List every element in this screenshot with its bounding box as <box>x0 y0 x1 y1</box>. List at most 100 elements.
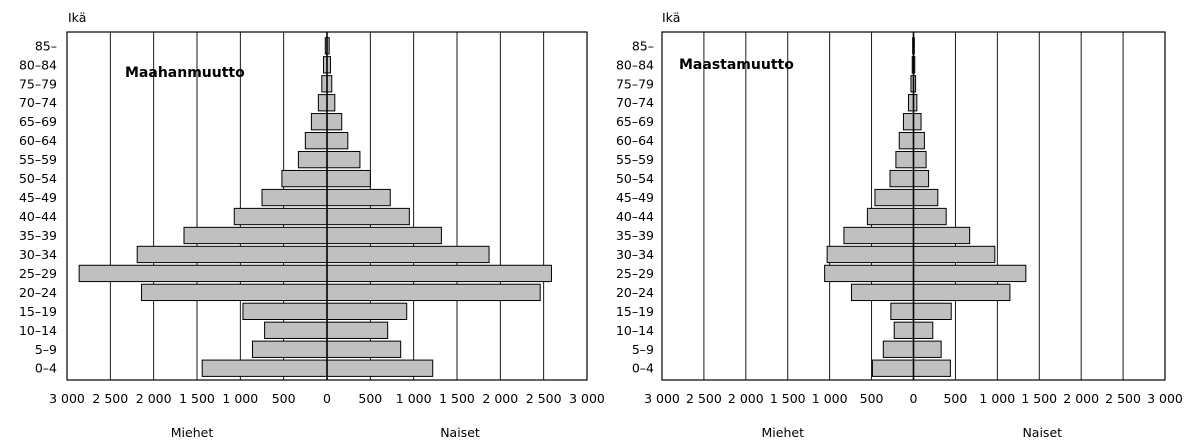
bar-naiset-5–9 <box>326 340 402 358</box>
y-axis-title: Ikä <box>68 10 86 25</box>
age-tick-label: 10–14 <box>616 323 654 338</box>
age-tick-label: 60–64 <box>616 133 654 148</box>
bar-miehet-5–9 <box>882 340 915 358</box>
age-tick-label: 45–49 <box>616 190 654 205</box>
x-tick-label: 2 000 <box>482 391 518 406</box>
x-tick-label: 3 000 <box>49 391 85 406</box>
bar-miehet-65–69 <box>902 113 915 131</box>
bar-naiset-10–14 <box>326 321 389 339</box>
bar-miehet-60–64 <box>898 132 915 150</box>
age-tick-label: 65–69 <box>19 114 57 129</box>
bar-miehet-15–19 <box>890 302 914 321</box>
age-tick-label: 35–39 <box>19 228 57 243</box>
bar-naiset-60–64 <box>326 132 349 150</box>
x-tick-label: 3 000 <box>569 391 605 406</box>
age-tick-label: 10–14 <box>19 323 57 338</box>
age-tick-label: 80–84 <box>616 57 654 72</box>
bar-miehet-45–49 <box>261 188 328 207</box>
x-tick-label: 2 500 <box>686 391 722 406</box>
age-tick-label: 80–84 <box>19 57 57 72</box>
age-tick-label: 60–64 <box>19 133 57 148</box>
bar-naiset-25–29 <box>326 264 552 283</box>
bar-miehet-70–74 <box>317 94 328 112</box>
bar-naiset-50–54 <box>326 169 371 188</box>
x-tick-label: 3 000 <box>644 391 680 406</box>
x-tick-label: 2 000 <box>728 391 764 406</box>
age-tick-label: 85– <box>35 38 57 53</box>
bar-naiset-25–29 <box>913 264 1027 283</box>
x-label-miehet: Miehet <box>762 425 805 440</box>
age-tick-label: 5–9 <box>632 342 654 357</box>
x-tick-label: 2 000 <box>136 391 172 406</box>
bar-naiset-10–14 <box>913 321 934 339</box>
bar-miehet-40–44 <box>866 207 914 226</box>
age-tick-label: 50–54 <box>19 171 57 186</box>
bar-miehet-30–34 <box>826 245 915 264</box>
x-label-naiset: Naiset <box>1022 425 1062 440</box>
x-label-miehet: Miehet <box>171 425 214 440</box>
bar-naiset-15–19 <box>913 302 952 321</box>
bar-naiset-45–49 <box>326 188 391 207</box>
x-tick-label: 1 000 <box>812 391 848 406</box>
age-tick-label: 20–24 <box>19 285 57 300</box>
age-tick-label: 15–19 <box>19 304 57 319</box>
bar-miehet-65–69 <box>310 113 328 131</box>
bar-miehet-50–54 <box>281 169 328 188</box>
age-tick-label: 55–59 <box>19 152 57 167</box>
x-tick-label: 500 <box>943 391 967 406</box>
x-tick-label: 2 500 <box>1105 391 1141 406</box>
bar-miehet-0–4 <box>201 359 328 377</box>
bar-miehet-10–14 <box>893 321 914 339</box>
x-tick-label: 500 <box>358 391 382 406</box>
chart-panel-1: 0–4 5–9 10–14 15–19 20–24 25–29 30–34 35–39 40–4… <box>19 10 605 440</box>
bar-miehet-10–14 <box>264 321 328 339</box>
bar-miehet-30–34 <box>136 245 328 264</box>
bar-naiset-35–39 <box>913 226 971 245</box>
bar-miehet-40–44 <box>233 207 328 226</box>
x-tick-label: 0 <box>323 391 331 406</box>
bar-naiset-30–34 <box>326 245 490 264</box>
bar-naiset-15–19 <box>326 302 408 321</box>
age-tick-label: 25–29 <box>19 266 57 281</box>
bar-naiset-40–44 <box>326 207 410 226</box>
bar-miehet-25–29 <box>78 264 328 283</box>
chart-panel-2: 0–4 5–9 10–14 15–19 20–24 25–29 30–34 35–39 40–4… <box>616 10 1183 440</box>
bar-miehet-20–24 <box>850 283 914 302</box>
age-tick-label: 20–24 <box>616 285 654 300</box>
age-tick-label: 75–79 <box>19 76 57 91</box>
age-tick-label: 55–59 <box>616 152 654 167</box>
bar-naiset-45–49 <box>913 188 939 207</box>
age-tick-label: 0–4 <box>632 361 654 376</box>
bar-naiset-65–69 <box>913 113 922 131</box>
bar-naiset-0–4 <box>913 359 951 377</box>
bar-naiset-60–64 <box>913 132 925 150</box>
x-tick-label: 1 000 <box>222 391 258 406</box>
bar-naiset-55–59 <box>326 150 361 169</box>
bar-naiset-50–54 <box>913 169 930 188</box>
age-tick-label: 75–79 <box>616 76 654 91</box>
x-tick-label: 1 500 <box>179 391 215 406</box>
x-tick-label: 1 000 <box>396 391 432 406</box>
x-tick-label: 1 500 <box>439 391 475 406</box>
bar-naiset-5–9 <box>913 340 942 358</box>
age-tick-label: 70–74 <box>616 95 654 110</box>
bar-naiset-0–4 <box>326 359 434 377</box>
x-tick-label: 500 <box>860 391 884 406</box>
bar-naiset-70–74 <box>326 94 336 112</box>
x-label-naiset: Naiset <box>440 425 480 440</box>
chart-title: Maahanmuutto <box>125 65 245 81</box>
age-tick-label: 40–44 <box>616 209 654 224</box>
x-tick-label: 0 <box>910 391 918 406</box>
age-tick-label: 35–39 <box>616 228 654 243</box>
bar-naiset-55–59 <box>913 150 927 169</box>
bar-naiset-35–39 <box>326 226 442 245</box>
bar-miehet-45–49 <box>874 188 914 207</box>
bar-miehet-0–4 <box>871 359 915 377</box>
x-tick-label: 1 500 <box>1021 391 1057 406</box>
age-tick-label: 65–69 <box>616 114 654 129</box>
x-tick-label: 1 000 <box>979 391 1015 406</box>
age-tick-label: 25–29 <box>616 266 654 281</box>
age-tick-label: 5–9 <box>35 342 57 357</box>
age-tick-label: 30–34 <box>19 247 57 262</box>
